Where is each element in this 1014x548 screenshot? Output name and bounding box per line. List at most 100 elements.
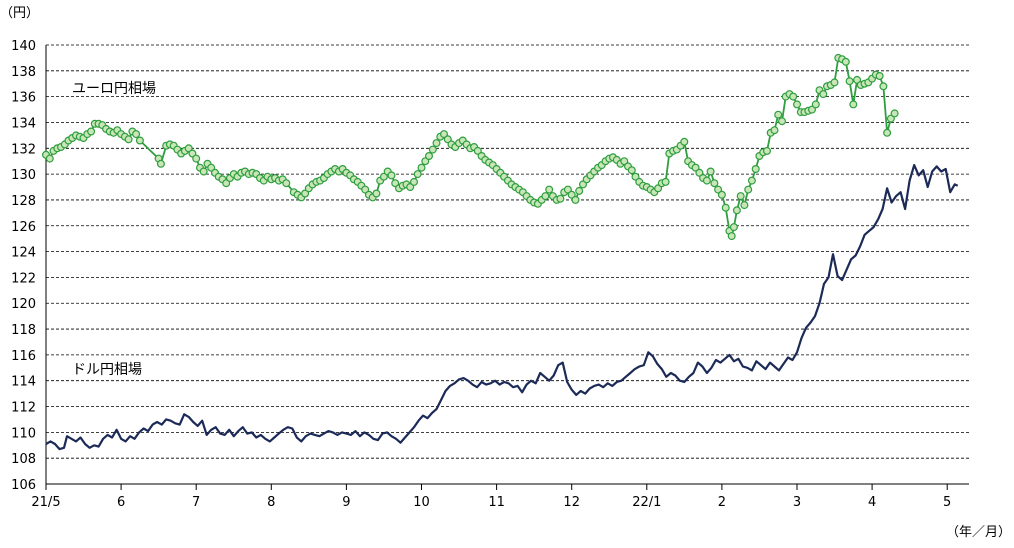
y-tick-label: 140 [11,39,36,54]
euro-yen-point [751,165,760,174]
euro-yen-point [556,194,565,203]
euro-yen-point [729,223,738,232]
euro-yen-point [807,105,816,114]
euro-yen-point [819,90,828,99]
x-unit-label: （年／月） [946,525,1011,540]
y-tick-label: 132 [11,142,36,157]
euro-yen-point [744,185,753,194]
euro-yen-point [879,82,888,91]
euro-yen-point [575,186,584,195]
euro-yen-point [883,128,892,137]
y-tick-label: 130 [11,168,36,183]
euro-yen-point [875,71,884,80]
y-tick-label: 118 [11,323,36,338]
series-layer [41,53,959,451]
y-tick-label: 114 [11,375,36,390]
euro-yen-point [282,179,291,188]
euro-yen-point [627,166,636,175]
x-tick-labels: 21/5 6 7 8 9 10 11 12 22/1 2 3 4 5 [31,484,951,510]
y-tick-label: 124 [11,246,36,261]
euro-yen-point [184,144,193,153]
x-tick-label: 3 [793,495,801,510]
euro-yen-point [428,145,437,154]
axes [45,45,969,485]
euro-yen-point [792,100,801,109]
grid-lines [46,44,969,459]
euro-yen-point [222,179,231,188]
euro-yen-point [841,57,850,66]
y-tick-label: 138 [11,65,36,80]
x-tick-label: 4 [868,495,876,510]
euro-yen-point [706,167,715,176]
y-tick-label: 110 [11,426,36,441]
x-tick-label: 7 [192,495,200,510]
euro-yen-point [631,172,640,181]
x-tick-label: 6 [117,495,125,510]
euro-yen-point [372,189,381,198]
x-tick-label: 12 [563,495,580,510]
euro-yen-point [45,154,54,163]
y-tick-label: 136 [11,91,36,106]
y-tick-labels: 106 108 110 112 114 116 118 120 122 124 126 128 130 1… [11,39,36,493]
euro-yen-point [714,185,723,194]
euro-yen-point [421,157,430,166]
euro-yen-markers [41,53,899,241]
y-tick-label: 122 [11,271,36,286]
y-tick-label: 128 [11,194,36,209]
euro-yen-point [413,170,422,179]
y-tick-label: 108 [11,452,36,467]
euro-yen-point [789,92,798,101]
euro-yen-point [830,78,839,87]
euro-yen-point [124,135,133,144]
x-tick-label: 22/1 [632,495,661,510]
x-tick-label: 9 [342,495,350,510]
euro-yen-point [774,110,783,119]
euro-yen-point [747,176,756,185]
euro-series-label: ユーロ円相場 [72,81,156,97]
euro-yen-point [387,171,396,180]
euro-yen-point [886,114,895,123]
x-tick-label: 10 [413,495,430,510]
euro-yen-point [541,192,550,201]
euro-yen-point [379,172,388,181]
y-tick-label: 126 [11,220,36,235]
euro-yen-point [702,176,711,185]
euro-yen-point [440,130,449,139]
euro-yen-point [425,152,434,161]
euro-yen-point [301,189,310,198]
euro-yen-point [156,159,165,168]
y-tick-label: 106 [11,478,36,493]
euro-yen-point [87,127,96,136]
dollar-series-label: ドル円相場 [72,362,142,378]
euro-yen-point [680,137,689,146]
euro-yen-point [571,195,580,204]
x-tick-label: 5 [943,495,951,510]
euro-yen-point [545,185,554,194]
euro-yen-point [563,185,572,194]
y-tick-label: 112 [11,401,36,416]
euro-yen-point [710,179,719,188]
euro-yen-point [845,77,854,86]
y-unit-label: （円） [0,6,39,21]
x-tick-label: 11 [488,495,505,510]
euro-yen-point [432,139,441,148]
y-tick-label: 120 [11,297,36,312]
euro-yen-point [777,117,786,126]
euro-yen-point [192,154,201,163]
euro-yen-point [199,167,208,176]
euro-yen-point [740,201,749,210]
euro-yen-point [849,100,858,109]
euro-yen-point [717,190,726,199]
x-tick-label: 21/5 [31,495,60,510]
y-tick-label: 134 [11,116,36,131]
dollar-yen-line [45,164,959,451]
euro-yen-point [620,157,629,166]
euro-yen-point [661,177,670,186]
euro-yen-point [890,109,899,118]
euro-yen-point [811,100,820,109]
euro-yen-point [695,168,704,177]
x-tick-label: 2 [718,495,726,510]
euro-yen-point [762,146,771,155]
euro-yen-point [721,203,730,212]
